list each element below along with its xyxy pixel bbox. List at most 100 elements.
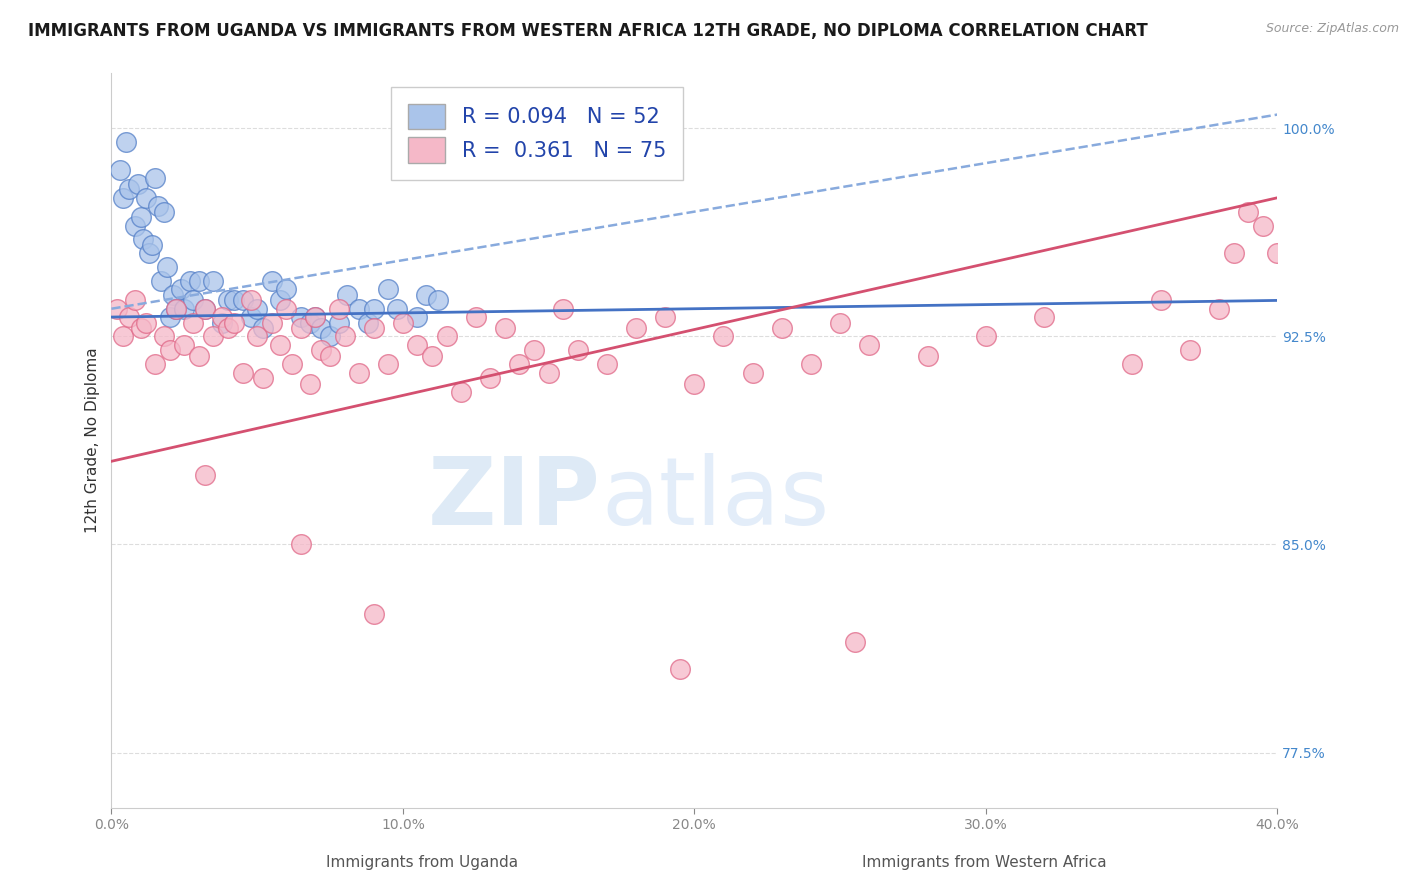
Text: Source: ZipAtlas.com: Source: ZipAtlas.com (1265, 22, 1399, 36)
Point (319, 329, 342, 343)
Point (385, 301, 408, 316)
Point (132, 232, 155, 246)
Point (124, 293, 146, 308)
Point (187, 274, 209, 288)
Point (1237, 204, 1260, 219)
Point (260, 316, 283, 330)
Point (211, 310, 233, 324)
Point (713, 329, 735, 343)
Point (156, 260, 179, 274)
Point (298, 376, 321, 391)
Point (217, 321, 239, 335)
Point (181, 293, 204, 308)
Point (159, 343, 181, 358)
Point (179, 274, 201, 288)
Point (426, 293, 449, 308)
Point (281, 357, 304, 371)
Point (187, 349, 209, 363)
Point (464, 310, 486, 324)
Text: ZIP: ZIP (429, 453, 602, 545)
Text: atlas: atlas (602, 453, 830, 545)
Point (479, 371, 502, 385)
Point (108, 163, 131, 178)
Point (194, 301, 217, 316)
Point (290, 321, 312, 335)
Point (858, 338, 880, 352)
Point (328, 301, 350, 316)
Point (112, 329, 135, 343)
Point (319, 349, 342, 363)
Point (1208, 301, 1230, 316)
Point (240, 293, 263, 308)
Point (143, 171, 166, 186)
Point (304, 310, 326, 324)
Point (115, 136, 138, 150)
Point (129, 321, 152, 335)
Point (377, 357, 399, 371)
Point (363, 607, 385, 621)
Point (118, 182, 141, 196)
Point (800, 357, 823, 371)
Point (333, 329, 356, 343)
Point (269, 293, 291, 308)
Point (159, 310, 181, 324)
Point (153, 329, 176, 343)
Point (415, 288, 437, 302)
Point (135, 316, 157, 330)
Point (567, 343, 589, 358)
Point (141, 238, 163, 252)
Point (377, 282, 399, 296)
Point (406, 338, 429, 352)
Point (844, 634, 866, 648)
Point (276, 301, 298, 316)
Point (392, 316, 415, 330)
Point (537, 366, 560, 380)
Point (143, 357, 166, 371)
Point (298, 316, 321, 330)
Point (624, 321, 647, 335)
Point (347, 301, 370, 316)
Point (129, 211, 152, 225)
Point (406, 310, 429, 324)
Point (741, 366, 763, 380)
Point (357, 316, 380, 330)
Point (153, 204, 176, 219)
Point (181, 316, 204, 330)
Point (309, 321, 332, 335)
Point (363, 301, 385, 316)
Point (309, 343, 332, 358)
Point (508, 357, 530, 371)
Point (1150, 293, 1173, 308)
Point (146, 199, 169, 213)
Point (553, 301, 575, 316)
Text: Immigrants from Uganda: Immigrants from Uganda (326, 855, 517, 870)
Point (1178, 343, 1201, 358)
Point (269, 338, 291, 352)
Point (222, 293, 245, 308)
Point (112, 191, 135, 205)
Point (162, 288, 184, 302)
Point (436, 329, 458, 343)
Point (252, 371, 274, 385)
Point (523, 343, 546, 358)
Point (654, 310, 676, 324)
Point (828, 316, 851, 330)
Point (232, 366, 254, 380)
Point (222, 316, 245, 330)
Point (165, 301, 187, 316)
Point (290, 537, 312, 551)
Point (118, 310, 141, 324)
Point (336, 288, 359, 302)
Point (420, 349, 443, 363)
Point (194, 301, 217, 316)
Point (304, 310, 326, 324)
Point (260, 274, 283, 288)
Point (202, 329, 225, 343)
Point (173, 301, 195, 316)
Point (1222, 246, 1244, 260)
Point (105, 301, 128, 316)
Point (232, 293, 254, 308)
Point (149, 274, 172, 288)
Point (217, 293, 239, 308)
Point (124, 219, 146, 233)
